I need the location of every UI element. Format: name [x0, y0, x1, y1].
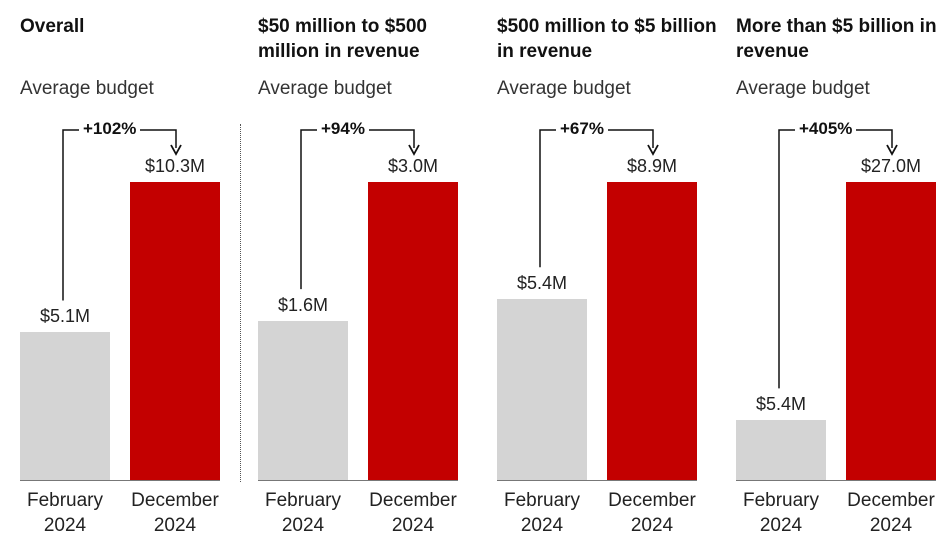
bar-february: [258, 321, 348, 480]
change-connector: [539, 129, 659, 268]
panel-subtitle: Average budget: [736, 78, 870, 99]
value-label: $3.0M: [387, 156, 439, 176]
value-label: $27.0M: [860, 156, 922, 176]
x-axis-label-line: 2024: [281, 515, 325, 536]
x-axis-label: December 2024: [115, 488, 235, 538]
x-axis-label-line: February: [26, 490, 104, 511]
change-connector: [300, 129, 420, 290]
chart-panel: Overall Average budget $5.1M February 2024 $1…: [20, 0, 240, 550]
value-label: $10.3M: [144, 156, 206, 176]
x-axis-label: December 2024: [831, 488, 948, 538]
change-label: +94%: [317, 119, 369, 139]
arrow-down-icon: [647, 144, 659, 156]
x-axis-label-line: December: [131, 490, 219, 511]
x-axis-label: February 2024: [482, 488, 602, 538]
chart-panel: More than $5 billion in revenue Average b…: [736, 0, 948, 550]
bar-february: [497, 299, 587, 480]
bar-december: [607, 182, 697, 480]
x-axis-label-line: 2024: [153, 515, 197, 536]
x-axis-label-line: 2024: [759, 515, 803, 536]
chart-panel: $500 million to $5 billion in revenue Ave…: [497, 0, 717, 550]
bar-february: [20, 332, 110, 480]
bar-december: [368, 182, 458, 480]
chart-panel: $50 million to $500 million in revenue Av…: [258, 0, 478, 550]
x-axis-label-line: December: [847, 490, 935, 511]
x-axis-label: December 2024: [353, 488, 473, 538]
x-axis-label-line: December: [608, 490, 696, 511]
x-axis-label-line: 2024: [520, 515, 564, 536]
panel-subtitle: Average budget: [258, 78, 392, 99]
change-label: +102%: [79, 119, 141, 139]
x-axis-label-line: 2024: [869, 515, 913, 536]
panel-divider: [240, 124, 241, 482]
connector-line: [539, 129, 654, 268]
x-axis-label: February 2024: [5, 488, 125, 538]
x-axis-label-line: February: [264, 490, 342, 511]
change-label: +405%: [795, 119, 857, 139]
x-axis-label-line: 2024: [43, 515, 87, 536]
value-label: $8.9M: [626, 156, 678, 176]
arrow-down-icon: [408, 144, 420, 156]
arrow-down-icon: [170, 144, 182, 156]
panel-title: $50 million to $500 million in revenue: [258, 16, 427, 62]
bar-december: [846, 182, 936, 480]
x-axis-label-line: 2024: [391, 515, 435, 536]
value-label: $5.4M: [516, 273, 568, 294]
baseline: [736, 480, 936, 481]
x-axis-label: February 2024: [243, 488, 363, 538]
bar-december: [130, 182, 220, 480]
x-axis-label: December 2024: [592, 488, 712, 538]
x-axis-label-line: December: [369, 490, 457, 511]
change-connector: [62, 129, 182, 301]
x-axis-label-line: February: [503, 490, 581, 511]
connector-line: [778, 129, 893, 389]
baseline: [20, 480, 220, 481]
value-label: $5.1M: [39, 306, 91, 327]
x-axis-label: February 2024: [721, 488, 841, 538]
connector-line: [62, 129, 177, 301]
baseline: [497, 480, 697, 481]
baseline: [258, 480, 458, 481]
bar-february: [736, 420, 826, 480]
panel-title: Overall: [20, 16, 85, 37]
change-connector: [778, 129, 898, 389]
connector-line: [300, 129, 415, 290]
panel-subtitle: Average budget: [497, 78, 631, 99]
panel-subtitle: Average budget: [20, 78, 154, 99]
arrow-down-icon: [886, 144, 898, 156]
x-axis-label-line: 2024: [630, 515, 674, 536]
change-label: +67%: [556, 119, 608, 139]
value-label: $1.6M: [277, 295, 329, 316]
panel-title: $500 million to $5 billion in revenue: [497, 16, 717, 62]
value-label: $5.4M: [755, 394, 807, 415]
panel-title: More than $5 billion in revenue: [736, 16, 937, 62]
x-axis-label-line: February: [742, 490, 820, 511]
